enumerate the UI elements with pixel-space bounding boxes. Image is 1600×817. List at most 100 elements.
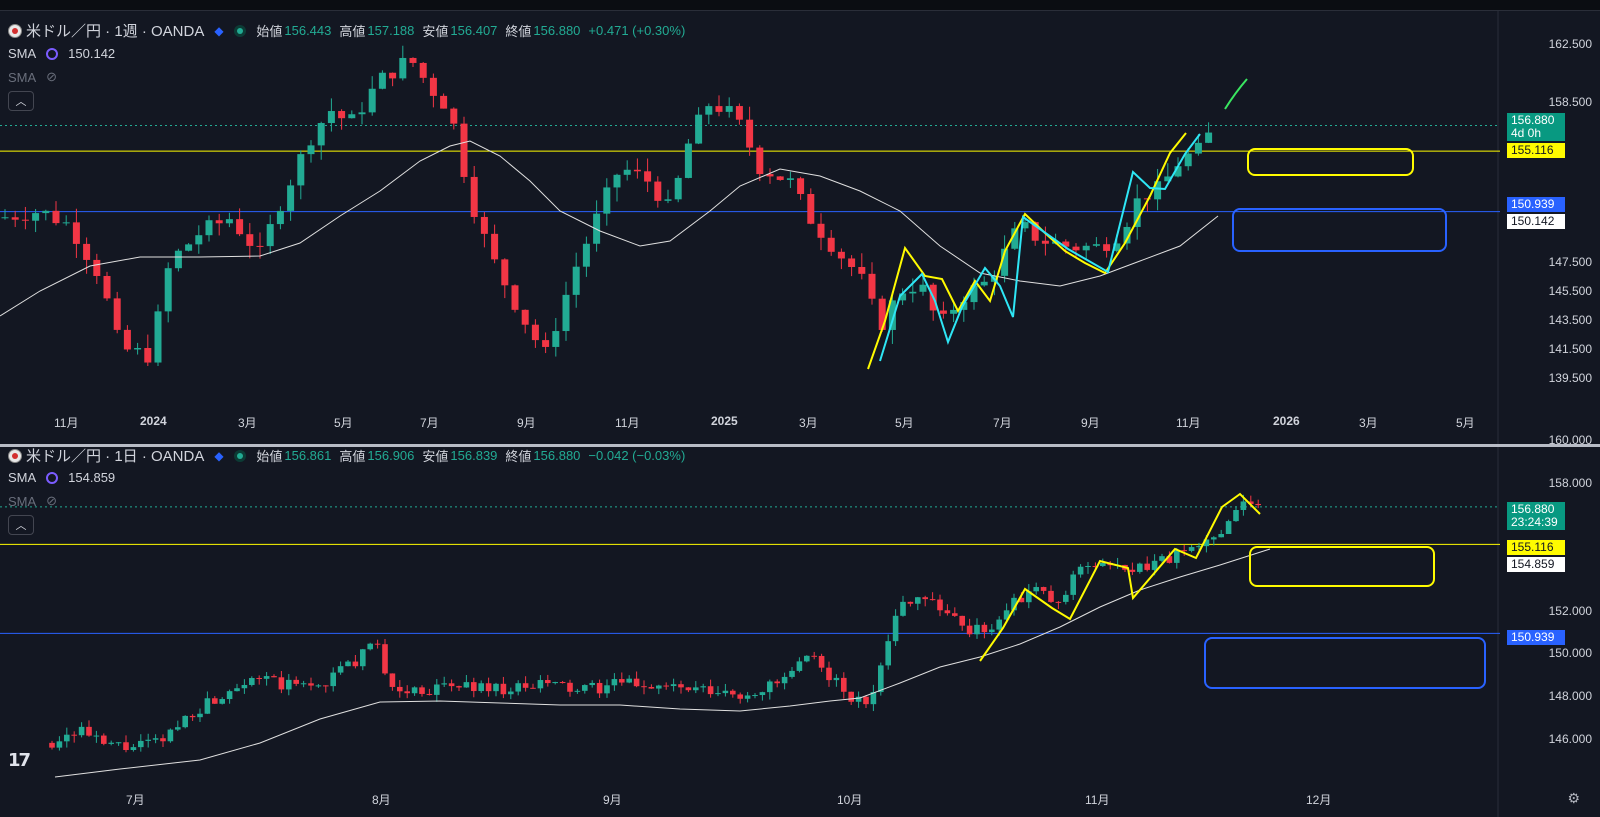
candle-body: [101, 735, 107, 744]
candle-body: [256, 678, 262, 680]
candle-body: [613, 174, 621, 188]
candle-body: [939, 310, 947, 314]
candle-body: [271, 676, 277, 678]
gear-icon[interactable]: ⚙: [1567, 790, 1580, 806]
candle-body: [996, 619, 1002, 630]
candle-body: [226, 691, 233, 700]
candle-body: [730, 690, 736, 695]
yellow-level-tag: 155.116: [1507, 540, 1565, 555]
time-tick-label: 9月: [603, 793, 622, 807]
candle-body: [1188, 547, 1195, 551]
candle-body: [1164, 176, 1172, 182]
candle-body: [152, 738, 159, 740]
ohlc-close-value: 156.880: [533, 448, 581, 463]
daily-chart-canvas[interactable]: [0, 447, 1600, 817]
candle-body: [648, 687, 655, 689]
candle-body: [693, 687, 699, 691]
candle-body: [440, 95, 448, 109]
weekly-chart-canvas[interactable]: [0, 11, 1600, 444]
candle-body: [593, 213, 601, 244]
candle-body: [404, 691, 410, 694]
candle-body: [1166, 556, 1173, 563]
last-price-tag: 156.880 23:24:39: [1507, 502, 1565, 530]
candle-body: [552, 331, 560, 347]
candle-body: [776, 176, 784, 180]
candle-body: [1018, 597, 1025, 603]
candle-body: [189, 715, 196, 718]
candle-body: [470, 176, 478, 217]
candle-body: [685, 687, 692, 691]
candle-body: [62, 222, 70, 224]
top-toolbar: [0, 0, 1600, 11]
bookmark-flag-icon[interactable]: ◆: [214, 23, 224, 38]
symbol-title[interactable]: 米ドル／円 · 1週 · OANDA: [26, 23, 205, 40]
pane-separator[interactable]: [0, 444, 1600, 447]
candle-body: [429, 77, 437, 96]
candle-body: [138, 740, 144, 748]
candle-body: [663, 685, 669, 687]
candle-body: [899, 293, 907, 301]
blue-rectangle-drawing: [1204, 637, 1486, 689]
candle-body: [952, 613, 958, 616]
candle-body: [960, 302, 968, 310]
candle-body: [300, 683, 307, 685]
candle-body: [225, 219, 233, 224]
chevron-up-icon: ︿: [15, 520, 27, 532]
chevron-up-icon: ︿: [15, 96, 27, 108]
candle-body: [572, 266, 580, 295]
sma-value: 150.142: [68, 46, 116, 61]
candle-body: [460, 123, 468, 177]
tradingview-logo-icon[interactable]: 17: [8, 750, 31, 771]
candle-body: [746, 119, 754, 148]
ohlc-change: +0.471 (+0.30%): [588, 23, 686, 38]
candle-body: [744, 695, 751, 699]
collapse-legend-button[interactable]: ︿: [8, 91, 34, 111]
candle-body: [1011, 597, 1017, 611]
candle-body: [789, 670, 795, 677]
candle-body: [485, 683, 492, 692]
collapse-legend-button[interactable]: ︿: [8, 515, 34, 535]
sma-legend-1[interactable]: SMA 150.142: [8, 46, 115, 61]
candle-body: [21, 219, 29, 221]
candle-body: [567, 682, 573, 692]
symbol-title[interactable]: 米ドル／円 · 1日 · OANDA: [26, 448, 205, 465]
candle-body: [409, 57, 417, 63]
sma-legend-1[interactable]: SMA 154.859: [8, 470, 115, 485]
ohlc-high-value: 156.906: [367, 448, 415, 463]
sma-legend-2[interactable]: SMA ⊘: [8, 69, 57, 85]
eye-hidden-icon[interactable]: ⊘: [46, 69, 58, 84]
candle-body: [103, 275, 111, 299]
candle-body: [604, 685, 610, 694]
candle-body: [154, 311, 162, 363]
ohlc-high-value: 157.188: [367, 23, 415, 38]
candle-body: [286, 679, 292, 690]
bookmark-flag-icon[interactable]: ◆: [214, 448, 224, 463]
eye-hidden-icon[interactable]: ⊘: [46, 493, 58, 508]
candle-body: [970, 285, 978, 303]
candle-body: [130, 747, 137, 751]
daily-chart-pane[interactable]: 米ドル／円 · 1日 · OANDA ◆ 始値 156.861 高値 156.906…: [0, 433, 1600, 817]
candle-body: [263, 676, 270, 679]
candle-body: [725, 106, 733, 112]
candle-body: [1248, 501, 1254, 504]
price-tick-label: 150.000: [1548, 646, 1592, 661]
candle-body: [52, 210, 60, 224]
candle-body: [1003, 610, 1010, 620]
sma-legend-2[interactable]: SMA ⊘: [8, 493, 57, 509]
candle-body: [530, 687, 536, 689]
candle-body: [937, 599, 943, 611]
daily-legend: 米ドル／円 · 1日 · OANDA ◆ 始値 156.861 高値 156.906…: [8, 445, 693, 466]
candle-body: [759, 692, 766, 696]
ohlc-high-label: 高値: [339, 24, 366, 39]
candle-body: [174, 250, 182, 269]
sma-label: SMA: [8, 46, 37, 61]
candle-body: [167, 729, 174, 742]
price-tick-label: 162.500: [1548, 37, 1592, 51]
weekly-chart-pane[interactable]: 米ドル／円 · 1週 · OANDA ◆ 始値 156.443 高値 157.188…: [0, 11, 1600, 444]
candle-body: [807, 193, 815, 224]
candle-body: [885, 641, 891, 666]
sma-label: SMA: [8, 470, 37, 485]
candle-body: [419, 62, 427, 78]
candle-body: [562, 294, 570, 332]
candle-body: [1041, 240, 1049, 244]
